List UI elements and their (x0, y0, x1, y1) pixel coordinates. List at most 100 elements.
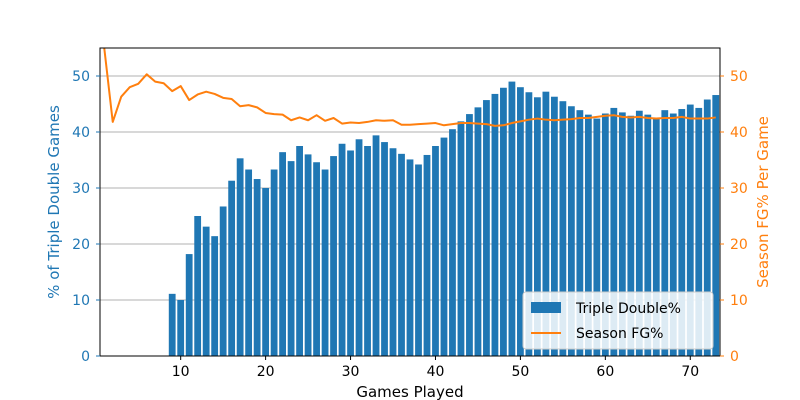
bar (550, 96, 558, 356)
bar (669, 113, 677, 357)
x-tick-label: 60 (596, 364, 614, 380)
bar (194, 216, 202, 356)
bar (466, 114, 473, 356)
y-right-tick-label: 40 (730, 125, 748, 141)
bar (185, 254, 193, 356)
bar (483, 100, 490, 356)
x-tick-label: 30 (342, 364, 360, 380)
bar (618, 112, 626, 357)
bar (355, 139, 363, 356)
legend-label-bars: Triple Double% (575, 301, 681, 317)
y-axis-right-label: Season FG% Per Game (754, 116, 772, 288)
bar (517, 87, 524, 356)
bar (372, 135, 380, 356)
bar (287, 161, 295, 356)
bar (542, 91, 550, 357)
bar (202, 226, 210, 356)
bar (525, 92, 533, 357)
bar (534, 97, 541, 356)
y-axis-left-label: % of Triple Double Games (45, 105, 63, 299)
y-right-tick-label: 30 (730, 181, 748, 197)
y-left-tick-label: 40 (72, 125, 90, 141)
fg-line (103, 47, 716, 127)
legend-box (522, 291, 714, 350)
bar (627, 115, 635, 356)
y-right-tick-label: 10 (730, 293, 748, 309)
bar (652, 118, 660, 356)
bar (177, 300, 185, 356)
bar (644, 114, 652, 356)
bar (313, 162, 320, 356)
bar (601, 113, 609, 357)
bar (712, 95, 720, 356)
bar (304, 154, 312, 356)
y-right-tick-label: 0 (730, 349, 739, 365)
x-axis: 10 20 30 40 50 60 70 (172, 356, 699, 380)
x-axis-label: Games Played (356, 383, 463, 400)
x-tick-label: 20 (257, 364, 275, 380)
bar (381, 142, 388, 356)
bar (449, 129, 456, 356)
bar (211, 236, 219, 356)
bar (236, 158, 244, 356)
bar-series (168, 81, 720, 357)
bar (678, 109, 686, 356)
bar (508, 81, 516, 356)
bar (364, 146, 371, 356)
y-left-tick-label: 0 (81, 349, 90, 365)
bar (440, 137, 448, 356)
y-left-tick-label: 10 (72, 293, 90, 309)
legend: Triple Double% Season FG% (522, 291, 714, 350)
bar (661, 110, 669, 356)
bar (415, 164, 422, 356)
y-axis-left: 0 10 20 30 40 50 (72, 69, 100, 365)
bar (219, 206, 227, 356)
x-tick-label: 70 (681, 364, 699, 380)
bar (262, 188, 270, 356)
legend-label-line: Season FG% (576, 326, 663, 342)
bar (500, 87, 507, 356)
bar (457, 121, 465, 356)
bar (567, 106, 575, 357)
bar (703, 99, 711, 357)
bar (168, 293, 176, 356)
line-series (103, 47, 716, 127)
y-axis-right: 0 10 20 30 40 50 (720, 69, 748, 365)
bar (695, 107, 703, 356)
bar (610, 107, 618, 356)
y-left-tick-label: 50 (72, 69, 90, 85)
bar (686, 104, 694, 356)
bar (296, 146, 303, 356)
legend-swatch-bars (531, 302, 561, 313)
bar (228, 180, 236, 356)
y-right-tick-label: 50 (730, 69, 748, 85)
y-left-tick-label: 30 (72, 181, 90, 197)
bar (398, 153, 405, 356)
x-tick-label: 10 (172, 364, 190, 380)
bar (423, 154, 431, 356)
bar (474, 107, 482, 356)
bar (593, 118, 601, 356)
bar (347, 150, 354, 356)
bar (253, 179, 261, 356)
bar (576, 110, 584, 356)
bar (245, 169, 253, 356)
y-right-tick-label: 20 (730, 237, 748, 253)
plot-frame (99, 47, 721, 357)
bar (321, 169, 329, 356)
bar (559, 101, 567, 356)
bar (432, 146, 439, 356)
y-left-tick-label: 20 (72, 237, 90, 253)
bar (389, 148, 397, 356)
bar (279, 152, 286, 356)
bar (584, 114, 592, 356)
bar (338, 143, 346, 356)
bar (270, 169, 278, 356)
bar (406, 159, 414, 356)
bar (491, 93, 499, 357)
x-tick-label: 50 (511, 364, 529, 380)
x-tick-label: 40 (427, 364, 445, 380)
bar (635, 110, 643, 356)
bar (330, 156, 337, 356)
